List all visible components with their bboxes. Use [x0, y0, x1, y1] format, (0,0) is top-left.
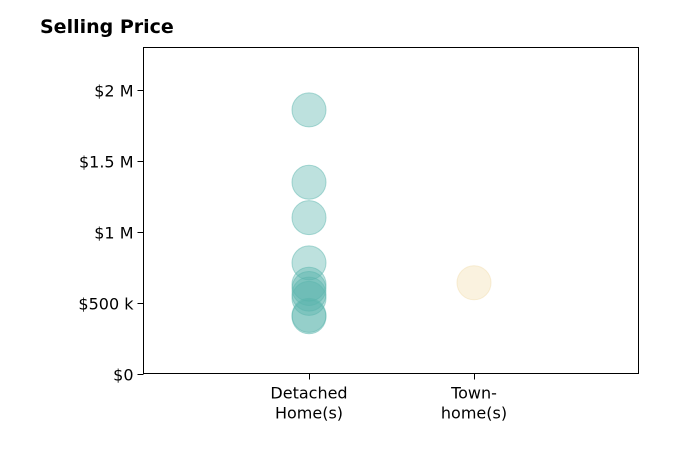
x-axis: Detached Home(s) Town-home(s): [270, 373, 507, 423]
data-point: [291, 245, 327, 281]
y-tick-label: $2 M: [94, 82, 133, 101]
y-tick-label: $0: [113, 366, 133, 385]
x-tick-label-line: home(s): [441, 404, 507, 423]
x-tick-label: Detached Home(s): [270, 384, 347, 423]
y-tick-label: $500 k: [78, 295, 134, 314]
y-tick-label: $1 M: [94, 224, 133, 243]
x-tick-label-line: Detached: [270, 384, 347, 403]
plot-area-frame: [143, 47, 639, 374]
data-points: [291, 92, 492, 335]
data-point: [291, 200, 327, 236]
y-tick-label: $1.5 M: [79, 153, 134, 172]
data-point: [291, 299, 327, 335]
y-axis: $0 $500 k $1 M $1.5 M $2 M: [78, 82, 144, 385]
chart-title: Selling Price: [40, 16, 174, 38]
x-tick-label: Town-home(s): [441, 384, 507, 423]
data-point: [291, 271, 327, 306]
x-tick-label-line: Town-: [450, 384, 497, 403]
data-point: [291, 164, 327, 200]
data-point: [456, 265, 492, 301]
x-tick-label-line: Home(s): [275, 404, 343, 423]
data-point: [291, 266, 327, 302]
data-point: [291, 92, 327, 128]
